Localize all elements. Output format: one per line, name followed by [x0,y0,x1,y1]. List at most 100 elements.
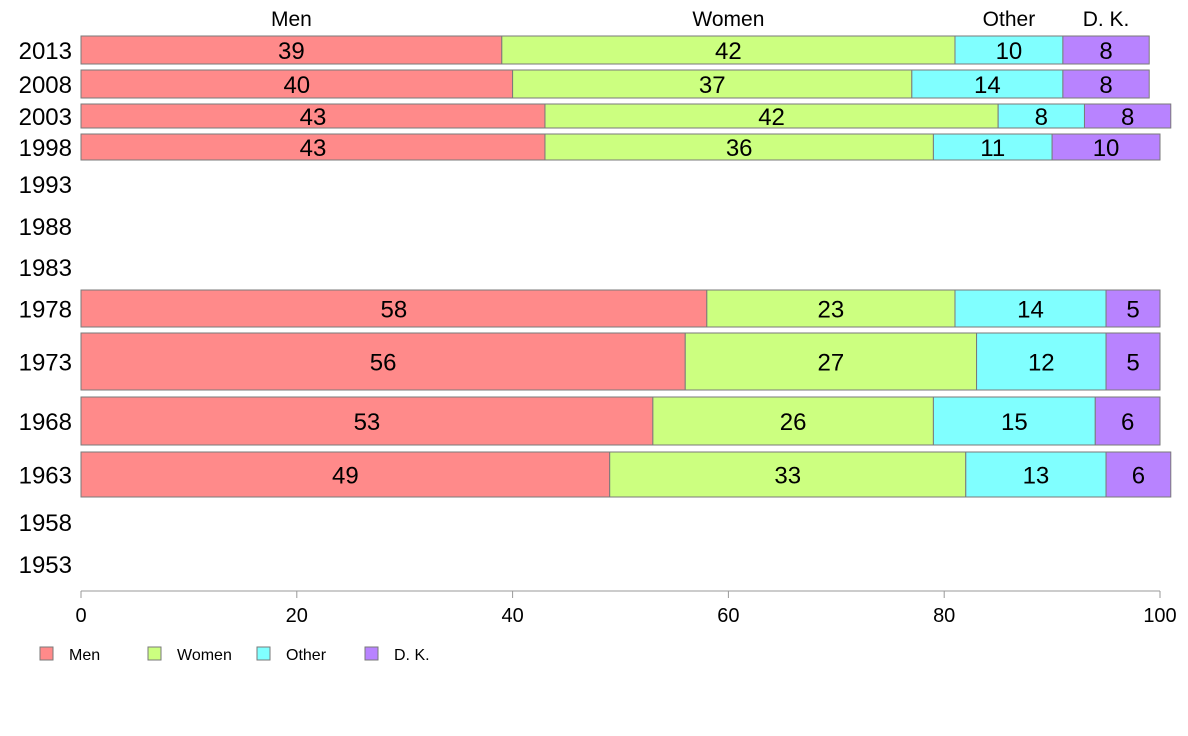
row-year-label: 1973 [19,350,72,377]
bar-segment-men [80,451,611,498]
bar-segment-women [501,35,956,65]
row-year-label: 2008 [19,72,72,99]
column-header: Men [271,8,312,31]
data-label: 42 [758,104,785,131]
bar-row: 2013 39 42 10 8 [19,35,1150,65]
bar-segment-d-k [1062,69,1150,99]
row-year-label: 1993 [19,172,72,199]
data-label: 8 [1121,104,1134,131]
x-tick-label: 40 [501,605,523,627]
bar-row: 1968 53 26 15 6 [19,396,1161,446]
data-label: 14 [974,72,1001,99]
data-label: 15 [1001,409,1028,436]
bar-segment-men [80,35,503,65]
bar-row: 1973 56 27 12 5 [19,332,1161,391]
bar-segment-d-k [1062,35,1150,65]
bar-segment-d-k [1105,332,1161,391]
bar-segment-men [80,103,546,129]
row-year-label: 1998 [19,135,72,162]
bar-segment-men [80,396,654,446]
column-header: Other [983,8,1036,31]
data-label: 39 [278,38,305,65]
data-label: 8 [1035,104,1048,131]
data-label: 37 [699,72,726,99]
bar-segment-women [544,103,999,129]
legend-swatch [364,646,379,661]
bar-segment-men [80,133,546,161]
data-label: 23 [818,297,845,324]
data-label: 36 [726,135,753,162]
bar-row: 1998 43 36 11 10 [19,133,1161,162]
data-label: 12 [1028,350,1055,377]
bar-row: 1958 [19,510,72,537]
data-label: 43 [300,104,327,131]
column-header: Women [692,8,764,31]
bar-row: 1953 [19,552,72,579]
x-tick-label: 60 [717,605,739,627]
legend: Men Women Other D. K. [39,646,430,664]
data-label: 27 [818,350,845,377]
bar-segment-d-k [1105,451,1172,498]
data-label: 49 [332,463,359,490]
row-year-label: 1958 [19,510,72,537]
data-label: 6 [1121,409,1134,436]
x-tick-label: 0 [75,605,86,627]
bar-segment-other [911,69,1064,99]
row-year-label: 2003 [19,104,72,131]
bar-segment-d-k [1051,133,1161,161]
bar-segment-d-k [1094,396,1161,446]
bar-segment-other [976,332,1107,391]
legend-label: Other [286,647,327,664]
data-label: 13 [1023,463,1050,490]
data-label: 53 [354,409,381,436]
data-label: 8 [1099,38,1112,65]
legend-item: Women [147,646,232,664]
legend-label: D. K. [394,647,430,664]
row-year-label: 1953 [19,552,72,579]
data-label: 42 [715,38,742,65]
x-tick-label: 20 [286,605,308,627]
bar-row: 1963 49 33 13 6 [19,451,1172,498]
data-label: 11 [980,135,1005,162]
legend-swatch [39,646,54,661]
data-label: 26 [780,409,807,436]
data-label: 14 [1017,297,1044,324]
bar-segment-women [512,69,913,99]
bar-segment-women [544,133,934,161]
bar-segment-women [706,289,956,328]
bar-segment-men [80,69,514,99]
bar-segment-women [684,332,978,391]
x-axis: 0 20 40 60 80 100 [75,590,1177,627]
data-label: 40 [283,72,310,99]
bar-segment-other [965,451,1107,498]
bar-segment-other [954,289,1107,328]
bar-segment-other [954,35,1064,65]
legend-label: Women [177,647,232,664]
bar-segment-men [80,332,686,391]
legend-item: Men [39,646,100,664]
column-headers: Men Women Other D. K. [271,8,1129,31]
data-label: 10 [1093,135,1120,162]
legend-swatch [256,646,271,661]
column-header: D. K. [1083,8,1130,31]
bar-row: 1993 [19,172,72,199]
bar-row: 2008 40 37 14 8 [19,69,1150,99]
bar-row: 1988 [19,214,72,241]
row-year-label: 1963 [19,463,72,490]
bar-row: 1978 58 23 14 5 [19,289,1161,328]
row-year-label: 1988 [19,214,72,241]
legend-swatch [147,646,162,661]
row-year-label: 2013 [19,38,72,65]
data-label: 56 [370,350,397,377]
bar-segment-d-k [1105,289,1161,328]
data-label: 58 [381,297,408,324]
data-label: 43 [300,135,327,162]
bar-row: 2003 43 42 8 8 [19,103,1172,131]
bar-row: 1983 [19,255,72,282]
bar-segment-other [932,396,1096,446]
data-label: 33 [774,463,801,490]
legend-item: D. K. [364,646,430,664]
row-year-label: 1978 [19,297,72,324]
